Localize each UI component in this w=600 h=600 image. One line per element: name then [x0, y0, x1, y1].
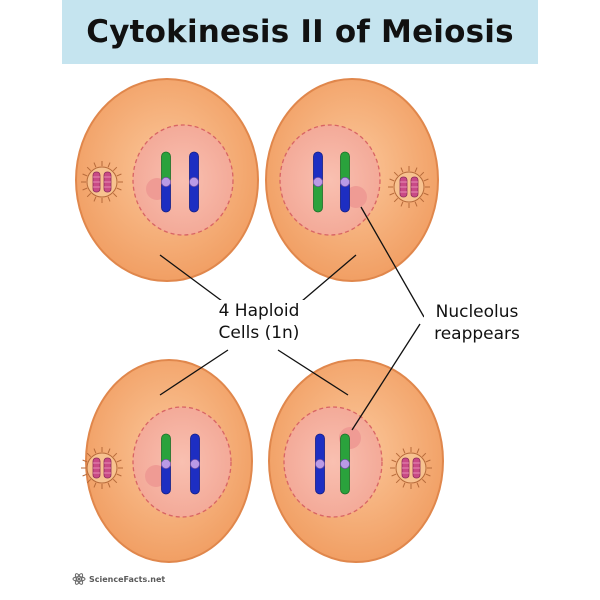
nucleus [132, 406, 232, 518]
atom-icon [72, 573, 86, 585]
nucleolus-label-line2: reappears [434, 324, 520, 344]
pointer-line [360, 206, 425, 318]
centrosome-icon [80, 160, 124, 204]
chromosome [339, 151, 351, 213]
haploid-cells-label: 4 Haploid Cells (1n) [204, 300, 314, 344]
pointer-line [351, 323, 421, 431]
haploid-label-line1: 4 Haploid [218, 301, 300, 321]
diagram-title: Cytokinesis II of Meiosis [86, 14, 514, 50]
chromosome [312, 151, 324, 213]
centrosome-icon [389, 446, 433, 490]
nucleolus-reappears-label: Nucleolus reappears [424, 301, 530, 345]
pointer-line [159, 254, 223, 302]
pointer-line [301, 254, 357, 302]
chromosome [188, 151, 200, 213]
cell-top-left [75, 78, 259, 282]
nucleus [279, 124, 381, 236]
haploid-label-line2: Cells (1n) [218, 323, 300, 343]
centrosome-icon [387, 165, 431, 209]
chromosome [160, 151, 172, 213]
cell-top-right [265, 78, 439, 282]
nucleus [283, 406, 383, 518]
chromosome [189, 433, 201, 495]
cell-bottom-left [80, 359, 253, 563]
sciencefacts-logo: ScienceFacts.net [72, 572, 165, 586]
nucleolus [345, 186, 367, 208]
chromosome [314, 433, 326, 495]
pointer-line [159, 349, 229, 396]
chromosome [339, 433, 351, 495]
nucleus [132, 124, 234, 236]
cell-bottom-right [268, 359, 444, 563]
centrosome-icon [80, 446, 124, 490]
chromosome [160, 433, 172, 495]
title-banner: Cytokinesis II of Meiosis [62, 0, 538, 64]
pointer-line [277, 349, 349, 396]
logo-text: ScienceFacts.net [89, 574, 166, 584]
nucleolus-label-line1: Nucleolus [435, 302, 519, 322]
leader-lines [159, 206, 425, 431]
